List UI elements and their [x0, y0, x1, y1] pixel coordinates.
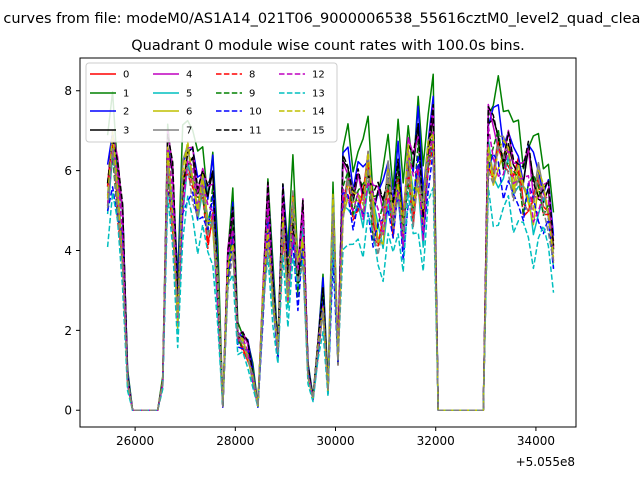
legend-label-15: 15 [312, 126, 325, 137]
x-tick-label: 30000 [316, 434, 354, 448]
y-tick-label: 2 [64, 324, 72, 338]
y-axis: 0 2 4 6 8 [64, 84, 80, 418]
series-line-11 [106, 104, 555, 411]
series-line-15 [106, 144, 555, 411]
legend-label-0: 0 [123, 70, 129, 81]
legend-label-6: 6 [186, 107, 192, 118]
legend-label-10: 10 [249, 107, 262, 118]
x-axis: 26000 28000 30000 32000 34000 [116, 427, 555, 448]
y-tick-label: 0 [64, 404, 72, 418]
legend-label-14: 14 [312, 107, 325, 118]
legend-label-11: 11 [249, 126, 262, 137]
legend-label-4: 4 [186, 70, 192, 81]
figure-suptitle: Light curves from file: modeM0/AS1A14_02… [0, 11, 640, 27]
series-line-13 [106, 186, 555, 411]
legend-box [85, 62, 338, 143]
legend-label-8: 8 [249, 70, 255, 81]
chart-title: Quadrant 0 module wise count rates with … [131, 38, 525, 54]
legend-label-13: 13 [312, 89, 325, 100]
legend-label-2: 2 [123, 107, 129, 118]
y-tick-label: 6 [64, 164, 72, 178]
x-tick-label: 32000 [417, 434, 455, 448]
plot-frame [79, 57, 577, 428]
legend-label-12: 12 [312, 70, 325, 81]
plot-lines [106, 73, 555, 411]
legend-label-7: 7 [186, 126, 192, 137]
x-tick-label: 26000 [116, 434, 154, 448]
legend-label-9: 9 [249, 89, 255, 100]
y-tick-label: 8 [64, 84, 72, 98]
x-tick-label: 34000 [517, 434, 555, 448]
legend-label-1: 1 [123, 89, 129, 100]
legend-label-3: 3 [123, 126, 129, 137]
x-tick-label: 28000 [216, 434, 254, 448]
y-tick-label: 4 [64, 244, 72, 258]
legend-label-5: 5 [186, 89, 192, 100]
x-offset-label: +5.055e8 [516, 455, 575, 469]
